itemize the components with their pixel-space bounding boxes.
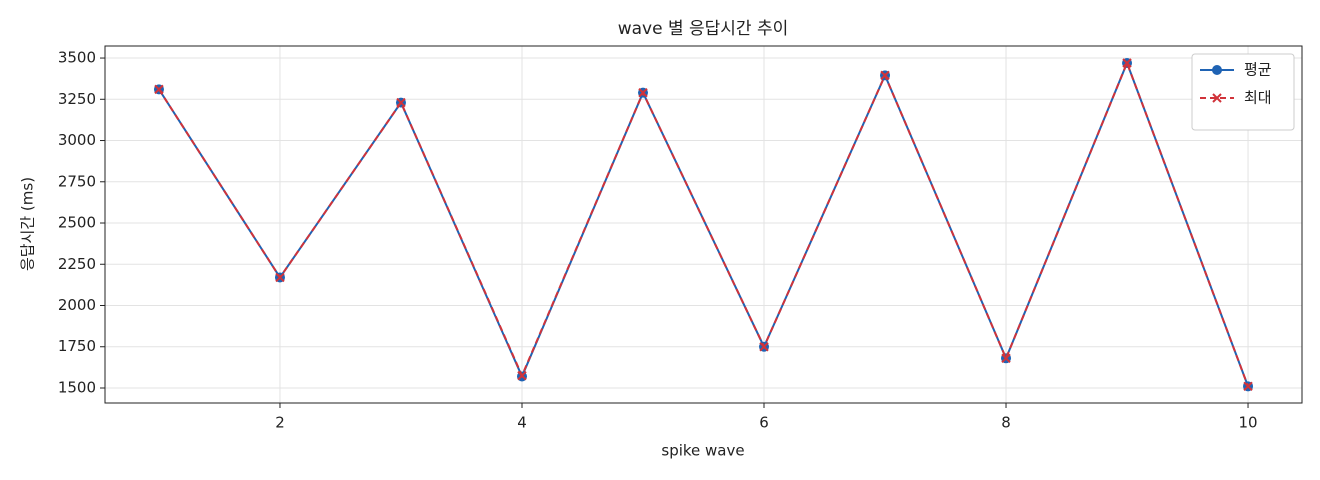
y-tick-label: 3000	[58, 131, 96, 149]
marker-cross	[1212, 93, 1222, 103]
y-axis-label: 응답시간 (ms)	[19, 177, 37, 271]
legend-label: 평균	[1244, 61, 1272, 79]
marker-cross	[275, 272, 285, 283]
point-marker	[1001, 353, 1011, 364]
x-tick-label: 2	[275, 414, 285, 432]
point-marker	[1243, 381, 1253, 392]
plot-frame	[104, 45, 1303, 404]
x-tick-label: 4	[517, 414, 527, 432]
marker-cross	[1243, 381, 1253, 392]
series-line	[158, 60, 1249, 387]
marker-cross	[759, 342, 769, 352]
y-tick-label: 2000	[58, 296, 96, 314]
y-tick-label: 2250	[58, 255, 96, 273]
series-line	[158, 60, 1249, 387]
marker-cross	[1001, 353, 1011, 364]
y-tick-label: 1500	[58, 378, 96, 396]
point-marker	[1122, 58, 1132, 68]
legend-label: 최대	[1244, 89, 1272, 107]
point-marker	[638, 87, 648, 98]
marker-cross	[880, 70, 890, 81]
x-tick-label: 10	[1238, 414, 1257, 432]
marker-cross	[638, 87, 648, 98]
point-marker	[275, 272, 285, 283]
y-tick-label: 2500	[58, 214, 96, 232]
y-tick-label: 3250	[58, 90, 96, 108]
point-marker	[880, 70, 890, 81]
y-tick-label: 3500	[58, 49, 96, 67]
legend-box	[1191, 53, 1295, 131]
y-tick-label: 2750	[58, 172, 96, 190]
y-tick-label: 1750	[58, 337, 96, 355]
x-axis-label: spike wave	[661, 442, 744, 460]
marker-cross	[154, 84, 164, 95]
x-tick-label: 6	[759, 414, 769, 432]
marker-cross	[1122, 58, 1132, 68]
chart-title: wave 별 응답시간 추이	[618, 19, 789, 39]
marker-cross	[396, 97, 406, 108]
point-marker	[154, 84, 164, 95]
marker-cross	[517, 370, 527, 381]
point-marker	[1212, 93, 1222, 103]
point-marker	[759, 342, 769, 352]
x-tick-label: 8	[1001, 414, 1011, 432]
point-marker	[1212, 65, 1222, 75]
point-marker	[517, 370, 527, 381]
point-marker	[396, 97, 406, 108]
